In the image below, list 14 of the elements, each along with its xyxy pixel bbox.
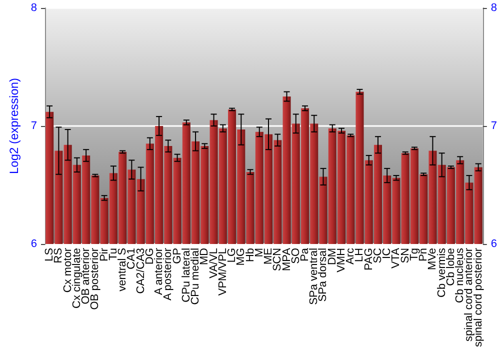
x-tick-label: SO: [290, 248, 302, 264]
x-tick-label: Pa: [299, 247, 311, 262]
x-tick-label: SCN: [272, 248, 284, 272]
y-axis-title: Log2 (expression): [7, 78, 21, 174]
y-tick-label: 8: [30, 2, 38, 14]
y-tick-label: 7: [30, 120, 38, 132]
y2-tick-label: 6: [490, 238, 498, 250]
x-tick-label: Cb lobe: [444, 248, 457, 286]
y2-tick-label: 7: [490, 120, 498, 132]
x-tick-label: RS: [52, 248, 65, 264]
x-tick-label: DG: [144, 248, 156, 264]
y2-tick-label: 8: [490, 2, 498, 14]
y-tick-label: 6: [30, 238, 38, 250]
x-tick-label: MVe: [426, 248, 439, 270]
